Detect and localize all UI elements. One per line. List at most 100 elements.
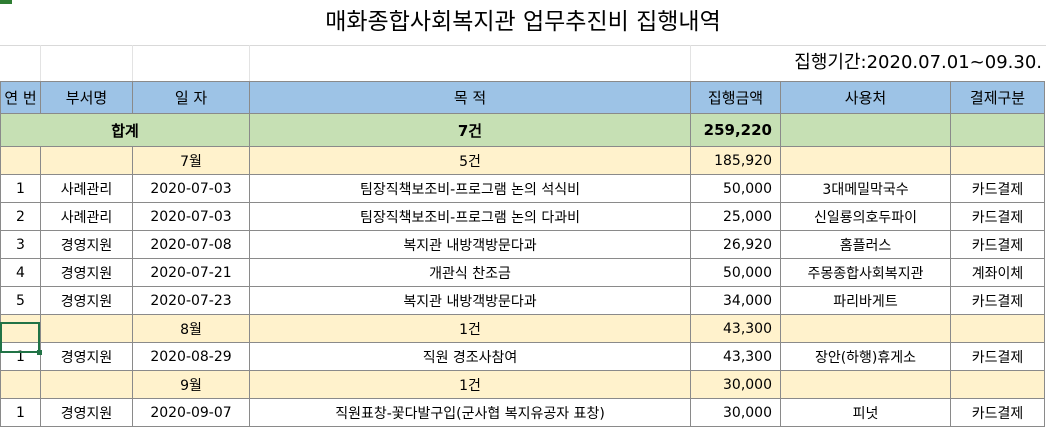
empty-cell[interactable] [0,146,41,175]
total-label[interactable]: 합계 [0,113,250,147]
table-row: 1 경영지원 2020-09-07 직원표창-꽃다발구입(군사협 복지유공자 표창) 3… [0,398,1045,427]
payment-method[interactable]: 카드결제 [950,174,1045,203]
gridline [249,45,250,81]
vendor[interactable]: 홈플러스 [780,230,951,259]
gridline [132,45,133,81]
empty-cell[interactable] [0,370,41,399]
date[interactable]: 2020-08-29 [132,342,250,371]
month-amount[interactable]: 43,300 [690,314,781,343]
amount[interactable]: 50,000 [690,258,781,287]
empty-cell[interactable] [780,314,951,343]
empty-cell[interactable] [950,146,1045,175]
payment-method[interactable]: 카드결제 [950,202,1045,231]
payment-method[interactable]: 계좌이체 [950,258,1045,287]
month-subtotal-row: 7월 5건 185,920 [0,146,1045,175]
fill-handle[interactable] [37,350,42,355]
row-number[interactable]: 3 [0,230,41,259]
total-amount[interactable]: 259,220 [690,113,781,147]
column-header[interactable]: 일 자 [132,81,250,114]
empty-cell[interactable] [780,146,951,175]
amount[interactable]: 30,000 [690,398,781,427]
department[interactable]: 경영지원 [40,398,133,427]
column-header[interactable]: 사용처 [780,81,951,114]
total-vendor-cell[interactable] [780,113,951,147]
empty-cell[interactable] [0,314,41,343]
date[interactable]: 2020-07-03 [132,174,250,203]
department[interactable]: 경영지원 [40,286,133,315]
month-subtotal-row: 8월 1건 43,300 [0,314,1045,343]
purpose[interactable]: 직원 경조사참여 [249,342,691,371]
payment-method[interactable]: 카드결제 [950,342,1045,371]
table-row: 1 경영지원 2020-08-29 직원 경조사참여 43,300 장안(하행)휴게소 카드… [0,342,1045,371]
empty-cell[interactable] [40,314,133,343]
month-count[interactable]: 1건 [249,314,691,343]
gridline [690,45,691,81]
purpose[interactable]: 개관식 찬조금 [249,258,691,287]
vendor[interactable]: 3대메밀막국수 [780,174,951,203]
purpose[interactable]: 복지관 내방객방문다과 [249,230,691,259]
vendor[interactable]: 장안(하행)휴게소 [780,342,951,371]
vendor[interactable]: 주몽종합사회복지관 [780,258,951,287]
date[interactable]: 2020-07-03 [132,202,250,231]
amount[interactable]: 34,000 [690,286,781,315]
month-count[interactable]: 5건 [249,146,691,175]
gridline [40,45,41,81]
amount[interactable]: 26,920 [690,230,781,259]
column-header[interactable]: 집행금액 [690,81,781,114]
date[interactable]: 2020-07-23 [132,286,250,315]
empty-cell[interactable] [780,370,951,399]
table-row: 5 경영지원 2020-07-23 복지관 내방객방문다과 34,000 파리바게트 카드결… [0,286,1045,315]
department[interactable]: 경영지원 [40,230,133,259]
payment-method[interactable]: 카드결제 [950,286,1045,315]
column-header[interactable]: 연 번 [0,81,41,114]
column-header[interactable]: 부서명 [40,81,133,114]
empty-cell[interactable] [950,314,1045,343]
total-payment-cell[interactable] [950,113,1045,147]
column-header[interactable]: 결제구분 [950,81,1045,114]
empty-cell[interactable] [950,370,1045,399]
empty-cell[interactable] [40,146,133,175]
month-count[interactable]: 1건 [249,370,691,399]
month-amount[interactable]: 185,920 [690,146,781,175]
empty-cell[interactable] [40,370,133,399]
vendor[interactable]: 파리바게트 [780,286,951,315]
department[interactable]: 사례관리 [40,202,133,231]
purpose[interactable]: 팀장직책보조비-프로그램 논의 다과비 [249,202,691,231]
date[interactable]: 2020-07-08 [132,230,250,259]
amount[interactable]: 25,000 [690,202,781,231]
purpose[interactable]: 팀장직책보조비-프로그램 논의 석식비 [249,174,691,203]
purpose[interactable]: 복지관 내방객방문다과 [249,286,691,315]
row-number[interactable]: 4 [0,258,41,287]
date[interactable]: 2020-09-07 [132,398,250,427]
month-label[interactable]: 8월 [132,314,250,343]
table-row: 2 사례관리 2020-07-03 팀장직책보조비-프로그램 논의 다과비 25,000… [0,202,1045,231]
month-label[interactable]: 9월 [132,370,250,399]
cell-corner-indicator [0,0,12,4]
amount[interactable]: 50,000 [690,174,781,203]
sheet-title[interactable]: 매화종합사회복지관 업무추진비 집행내역 [325,9,721,35]
vendor[interactable]: 신일룡의호두파이 [780,202,951,231]
department[interactable]: 경영지원 [40,258,133,287]
row-number[interactable]: 5 [0,286,41,315]
row-number[interactable]: 1 [0,398,41,427]
table-row: 4 경영지원 2020-07-21 개관식 찬조금 50,000 주몽종합사회복지관 계좌이… [0,258,1045,287]
row-number[interactable]: 2 [0,202,41,231]
vendor[interactable]: 피넛 [780,398,951,427]
purpose[interactable]: 직원표창-꽃다발구입(군사협 복지유공자 표창) [249,398,691,427]
amount[interactable]: 43,300 [690,342,781,371]
column-header[interactable]: 목 적 [249,81,691,114]
department[interactable]: 사례관리 [40,174,133,203]
month-amount[interactable]: 30,000 [690,370,781,399]
department[interactable]: 경영지원 [40,342,133,371]
payment-method[interactable]: 카드결제 [950,398,1045,427]
month-label[interactable]: 7월 [132,146,250,175]
total-count[interactable]: 7건 [249,113,691,147]
selected-cell[interactable] [0,322,40,353]
payment-method[interactable]: 카드결제 [950,230,1045,259]
date[interactable]: 2020-07-21 [132,258,250,287]
execution-period[interactable]: 집행기간:2020.07.01~09.30. [794,52,1042,73]
row-number[interactable]: 1 [0,174,41,203]
table-row: 1 사례관리 2020-07-03 팀장직책보조비-프로그램 논의 석식비 50,000… [0,174,1045,203]
